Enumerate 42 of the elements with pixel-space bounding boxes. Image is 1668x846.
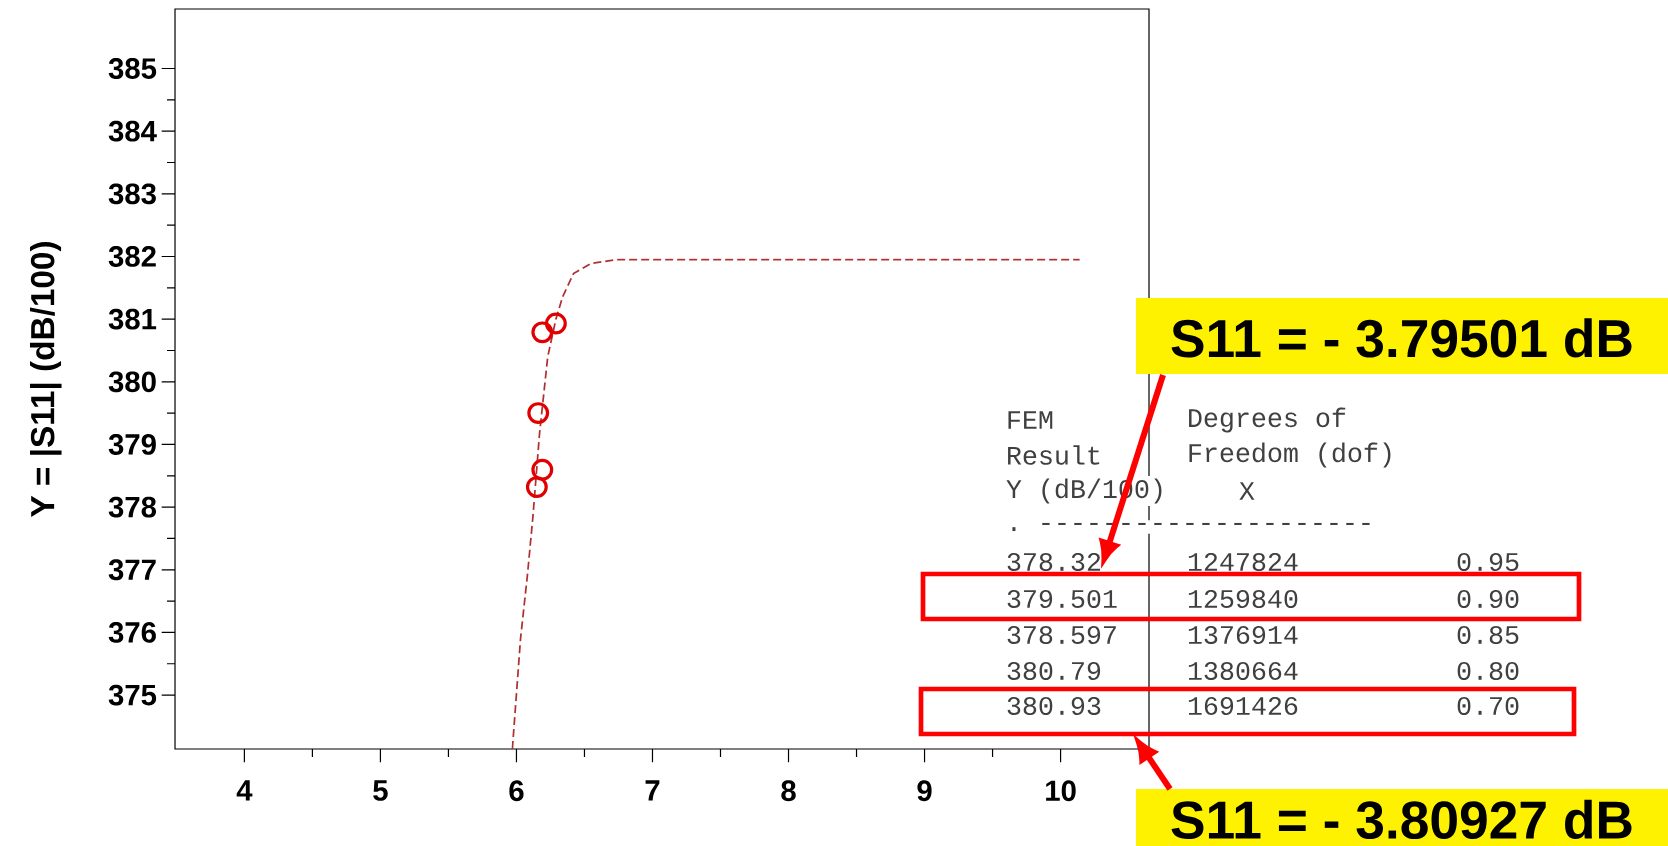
x-tick-label: 7 (645, 780, 660, 801)
text: S11 = - 3.79501 dB (1171, 318, 1632, 358)
text: 0.80 (1457, 661, 1519, 681)
annotation: 380.79 (1007, 661, 1101, 681)
text: 1259840 (1188, 589, 1298, 609)
text: 0.95 (1457, 552, 1519, 572)
text: Degrees of (1189, 407, 1346, 433)
x-tick-label: 4 (236, 780, 253, 801)
x-tick-label: 10 (1046, 780, 1076, 802)
y-tick-label: 383 (108, 183, 156, 205)
y-tick-label: 385 (108, 58, 157, 79)
text: 1376914 (1188, 625, 1298, 645)
text: 1247824 (1188, 552, 1298, 572)
annotation: 378.32 (1007, 552, 1101, 572)
text: 1691426 (1188, 696, 1298, 716)
x-tick-label: 8 (781, 780, 796, 802)
annotation: 379.501 (1007, 589, 1117, 609)
annotation: Result (1008, 445, 1100, 465)
x-tick-label: 9 (917, 780, 932, 802)
text: X (1239, 482, 1255, 500)
annotation: 380.93 (1007, 696, 1101, 716)
y-axis-title: Y = |S11| (dB/100) (29, 242, 62, 517)
text: Freedom (dof) (1189, 442, 1391, 468)
y-tick-label: 376 (108, 622, 156, 643)
text: 1380664 (1188, 661, 1298, 681)
y-tick-label: 381 (108, 308, 157, 330)
y-tick-label: 379 (108, 434, 156, 455)
y-tick-label: 375 (108, 684, 157, 706)
text: 0.90 (1457, 589, 1519, 609)
y-tick-label: 378 (108, 496, 157, 518)
text: 0.70 (1457, 696, 1519, 716)
annotation: FEM (1008, 411, 1053, 429)
text: S11 = - 3.80927 dB (1171, 799, 1632, 840)
text: 0.85 (1457, 625, 1519, 645)
x-tick-label: 6 (509, 780, 524, 802)
y-tick-label: 384 (108, 120, 157, 142)
annotation: . --------------------- (1012, 522, 1370, 532)
y-tick-label: 380 (108, 371, 156, 393)
x-tick-label: 5 (373, 780, 388, 801)
y-tick-label: 377 (108, 559, 156, 581)
y-tick-label: 382 (108, 246, 156, 267)
annotation: 378.597 (1007, 625, 1116, 645)
